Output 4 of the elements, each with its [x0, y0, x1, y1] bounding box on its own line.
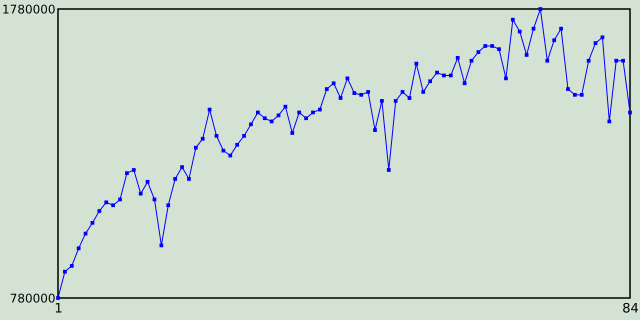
y-tick-label: 1780000: [2, 2, 56, 16]
x-tick-label: 1: [54, 302, 63, 316]
x-tick-label: 84: [622, 302, 639, 316]
y-tick-label: 780000: [10, 292, 56, 306]
